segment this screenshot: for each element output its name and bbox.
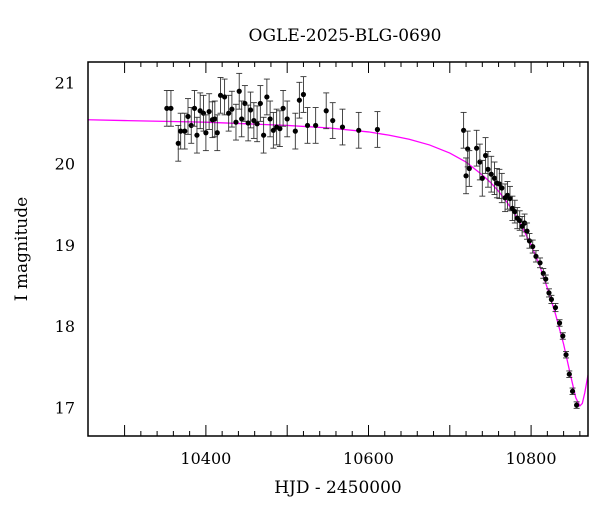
data-point bbox=[206, 108, 212, 115]
data-point bbox=[526, 238, 533, 244]
model-curve bbox=[88, 119, 588, 408]
data-point bbox=[182, 128, 188, 134]
data-point bbox=[560, 333, 566, 339]
data-point bbox=[164, 105, 170, 111]
data-point bbox=[474, 145, 480, 151]
data-point bbox=[188, 122, 194, 129]
data-point bbox=[191, 105, 198, 111]
data-point bbox=[254, 121, 260, 127]
data-point bbox=[479, 175, 485, 181]
data-point bbox=[507, 195, 513, 202]
data-point bbox=[245, 120, 251, 126]
data-point bbox=[499, 185, 505, 191]
data-point bbox=[517, 217, 523, 224]
chart-title: OGLE-2025-BLG-0690 bbox=[249, 26, 442, 46]
data-layer bbox=[88, 72, 588, 409]
data-point bbox=[185, 113, 191, 120]
data-point bbox=[530, 243, 536, 250]
data-point bbox=[248, 107, 254, 113]
y-tick-label: 21 bbox=[55, 73, 75, 92]
data-point bbox=[270, 127, 276, 133]
data-point bbox=[556, 320, 563, 326]
data-point bbox=[212, 116, 218, 122]
data-point bbox=[214, 130, 220, 136]
data-point bbox=[330, 117, 336, 124]
x-tick-label: 10600 bbox=[343, 449, 394, 468]
data-point bbox=[463, 173, 469, 179]
data-point bbox=[304, 122, 311, 129]
data-point bbox=[175, 140, 181, 146]
y-axis-label: I magnitude bbox=[12, 197, 32, 301]
data-point bbox=[574, 402, 580, 408]
data-point bbox=[280, 105, 286, 111]
data-point bbox=[569, 388, 576, 394]
y-tick-label: 18 bbox=[55, 317, 75, 336]
y-tick-label: 20 bbox=[55, 155, 75, 174]
data-point bbox=[194, 132, 200, 138]
ticks-layer: 10400 10600 10800 17 18 19 20 21 bbox=[55, 62, 581, 468]
data-point bbox=[264, 94, 270, 100]
data-point bbox=[466, 165, 472, 172]
data-point bbox=[537, 260, 543, 266]
data-point bbox=[229, 106, 235, 112]
x-axis-label: HJD - 2450000 bbox=[274, 478, 402, 498]
data-point bbox=[251, 117, 257, 124]
data-point bbox=[203, 130, 209, 136]
data-point bbox=[284, 116, 290, 122]
data-point bbox=[239, 116, 245, 122]
plot-frame bbox=[87, 61, 589, 437]
x-tick-label: 10800 bbox=[506, 449, 557, 468]
data-point bbox=[461, 127, 467, 133]
data-point bbox=[217, 92, 224, 98]
data-point bbox=[524, 228, 530, 234]
x-tick-label: 10400 bbox=[180, 449, 231, 468]
data-point bbox=[548, 296, 555, 303]
data-point bbox=[178, 128, 184, 134]
data-point bbox=[277, 126, 283, 132]
y-tick-label: 19 bbox=[55, 236, 75, 255]
data-point bbox=[566, 371, 572, 377]
data-point bbox=[313, 122, 319, 129]
data-point bbox=[491, 175, 498, 181]
data-point bbox=[257, 100, 263, 107]
data-point bbox=[292, 128, 298, 134]
data-point bbox=[543, 276, 549, 282]
data-point bbox=[496, 181, 502, 187]
data-point bbox=[356, 127, 362, 133]
data-point bbox=[323, 108, 329, 114]
data-point bbox=[296, 97, 302, 103]
data-point bbox=[236, 88, 242, 94]
data-point bbox=[512, 209, 518, 215]
data-point bbox=[482, 152, 489, 159]
data-point bbox=[300, 91, 307, 98]
data-point bbox=[374, 126, 381, 133]
data-point bbox=[488, 171, 494, 177]
data-point bbox=[233, 119, 239, 125]
data-point bbox=[168, 105, 174, 111]
data-point bbox=[552, 304, 559, 311]
data-point bbox=[485, 166, 491, 172]
y-tick-label: 17 bbox=[55, 399, 75, 418]
data-point bbox=[546, 290, 552, 296]
plot-area: 10400 10600 10800 17 18 19 20 21 bbox=[55, 61, 589, 468]
data-point bbox=[261, 132, 267, 138]
data-point bbox=[563, 352, 569, 358]
data-point bbox=[339, 124, 346, 130]
data-point bbox=[226, 110, 232, 116]
data-point bbox=[267, 116, 273, 122]
